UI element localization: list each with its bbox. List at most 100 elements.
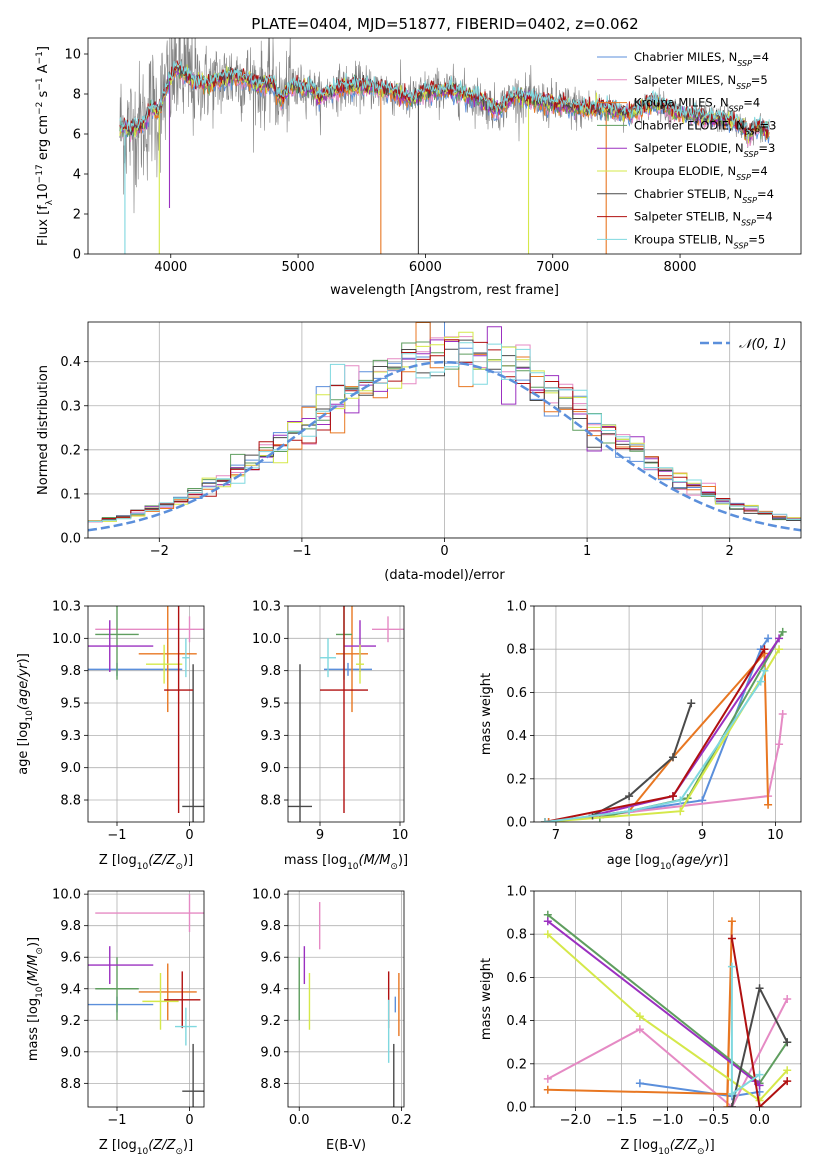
y-tick-label: 9.2 xyxy=(60,1014,81,1029)
weight-point-marker xyxy=(727,917,736,926)
x-tick-label: 1 xyxy=(583,544,591,559)
weight-point-marker xyxy=(783,1066,792,1075)
weight-point-marker xyxy=(543,917,552,926)
x-tick-label: 0.0 xyxy=(289,1113,310,1128)
y-tick-label: 9.8 xyxy=(60,919,81,934)
x-tick-label: 9 xyxy=(698,828,706,843)
plot-area xyxy=(119,38,770,254)
legend-count: =3 xyxy=(760,118,777,132)
y-tick-label: 9.3 xyxy=(260,729,281,744)
y-label-part: 10 xyxy=(36,183,51,200)
label-part: 10 xyxy=(658,1147,670,1157)
y-tick-label: 10.3 xyxy=(252,600,281,615)
weight-point-marker xyxy=(676,807,685,816)
y-tick-label: 9.6 xyxy=(260,951,281,966)
errorbar-point xyxy=(164,971,201,1029)
y-tick-label: 9.8 xyxy=(60,664,81,679)
y-tick-label: 9.3 xyxy=(60,729,81,744)
y-tick-label: 10.0 xyxy=(52,888,81,903)
errorbar-point xyxy=(336,606,368,713)
x-tick-label: −1 xyxy=(107,1113,126,1128)
weight-point-marker xyxy=(543,1085,552,1094)
y-tick-label: 0.8 xyxy=(506,643,527,658)
y-label-part: A xyxy=(36,64,51,77)
errorbar-point xyxy=(95,616,204,643)
y-tick-label: 0.3 xyxy=(60,399,81,414)
x-tick-label: −1 xyxy=(107,828,126,843)
legend-sub: SSP xyxy=(737,59,752,68)
errorbar-point xyxy=(320,606,368,813)
legend-model-name: Kroupa MILES, N xyxy=(634,96,729,110)
weight-point-marker xyxy=(625,807,634,816)
errorbar-point xyxy=(138,963,197,1021)
legend-model-name: Chabrier MILES, N xyxy=(634,50,737,64)
weight-point-marker xyxy=(755,984,764,993)
legend-sub: SSP xyxy=(745,127,760,136)
y-tick-label: 9.0 xyxy=(60,761,81,776)
weight-series-line xyxy=(599,631,784,819)
x-axis-label: Z [log10(Z/Z⊙)] xyxy=(99,1138,193,1157)
x-tick-label: 6000 xyxy=(409,260,442,275)
x-tick-label: 4000 xyxy=(154,260,187,275)
y-axis-label: Flux [fλ10−17 erg cm−2 s−1 A−1] xyxy=(35,46,55,246)
weight-point-marker xyxy=(543,930,552,939)
errorbar-point xyxy=(320,638,336,678)
legend-count: =5 xyxy=(751,73,768,87)
y-label-part: λ xyxy=(45,199,55,205)
label-part: (M/M xyxy=(359,853,391,868)
spectrum-model-line xyxy=(119,61,770,140)
axes-age-vs-Z: −1 08.89.09.39.59.810.010.3Z [log10(Z/Z⊙)… xyxy=(16,600,205,872)
label-part: 10 xyxy=(137,862,149,872)
legend-model-name: Kroupa ELODIE, N xyxy=(634,164,736,178)
x-tick-label: 0 xyxy=(185,828,193,843)
label-part: ⊙ xyxy=(175,862,183,872)
weight-point-marker xyxy=(635,1079,644,1088)
weight-point-marker xyxy=(764,800,773,809)
legend-count: =4 xyxy=(752,50,769,64)
legend-entry: Chabrier STELIB, NSSP=4 xyxy=(634,187,774,205)
weight-point-marker xyxy=(727,934,736,943)
axes-frame xyxy=(287,605,405,823)
x-tick-label: 9 xyxy=(316,828,324,843)
weight-series-line xyxy=(547,998,789,1107)
y-tick-label: 9.4 xyxy=(60,982,81,997)
legend-sub: SSP xyxy=(729,104,744,113)
axes-residuals: −2 −1 0 1 2 0.0 0.1 0.2 0.3 0.4 𝒩(0, 1) (data-model… xyxy=(36,321,802,583)
legend-model-name: Chabrier ELODIE, N xyxy=(634,118,745,132)
y-label-part: ] xyxy=(36,46,51,51)
label-part: (age/yr xyxy=(16,662,31,710)
x-tick-label: −2.0 xyxy=(560,1113,592,1128)
label-part: )] xyxy=(705,1138,715,1153)
y-tick-label: 10.3 xyxy=(52,600,81,615)
y-tick-label: 9.0 xyxy=(260,761,281,776)
x-tick-label: 0 xyxy=(440,544,448,559)
legend-model-name: Kroupa STELIB, N xyxy=(634,232,734,246)
y-tick-label: 8.8 xyxy=(260,1077,281,1092)
y-tick-label: 8 xyxy=(73,88,81,103)
y-tick-label: 9.0 xyxy=(260,1045,281,1060)
plot-area xyxy=(534,891,801,1107)
plot-area xyxy=(88,322,801,538)
legend-entry: Kroupa STELIB, NSSP=5 xyxy=(634,232,765,250)
legend-entry: Salpeter STELIB, NSSP=4 xyxy=(634,210,773,228)
weight-point-marker xyxy=(668,792,677,801)
y-label-part: −1 xyxy=(35,77,45,90)
weight-series-line xyxy=(547,921,733,1107)
errorbar-point xyxy=(95,957,139,1021)
errorbar-point xyxy=(356,644,364,684)
legend-model-name: Salpeter STELIB, N xyxy=(634,210,741,224)
y-tick-label: 9.6 xyxy=(60,951,81,966)
x-tick-label: 2 xyxy=(726,544,734,559)
x-axis-label: E(B-V) xyxy=(326,1138,366,1153)
y-tick-label: 10.0 xyxy=(52,632,81,647)
legend-sub: SSP xyxy=(744,150,759,159)
y-axis-label: mass weight xyxy=(479,958,494,1040)
weight-series-line xyxy=(730,938,788,1107)
x-tick-label: 7000 xyxy=(536,260,569,275)
y-tick-label: 6 xyxy=(73,128,81,143)
weight-point-marker xyxy=(635,1025,644,1034)
legend-count: =4 xyxy=(756,210,773,224)
